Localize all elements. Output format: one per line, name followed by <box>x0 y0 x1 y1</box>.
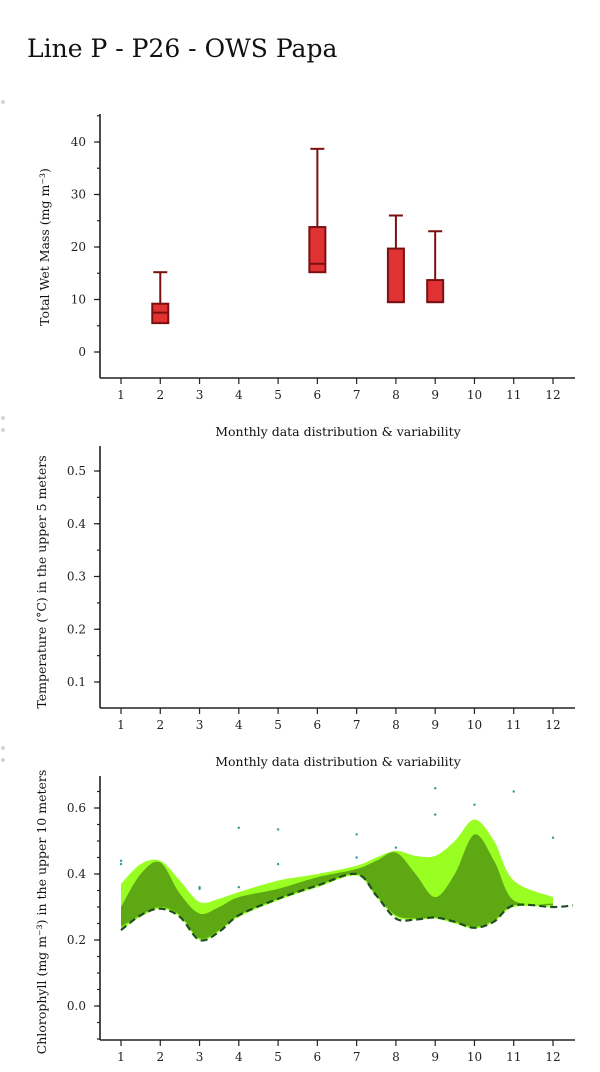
chlorophyll-x-tick-label: 1 <box>117 1050 125 1064</box>
chlorophyll-point <box>237 826 241 829</box>
side-dot <box>1 100 5 104</box>
temperature-y-tick-label: 0.2 <box>67 622 86 636</box>
chlorophyll-point <box>237 886 241 889</box>
wet-mass-y-axis-label: Total Wet Mass (mg m⁻³) <box>37 168 52 326</box>
side-decoration <box>1 100 5 762</box>
chlorophyll-x-tick-label: 5 <box>274 1050 282 1064</box>
page-title: Line P - P26 - OWS Papa <box>27 34 338 63</box>
wet-mass-y-tick-label: 20 <box>71 240 86 254</box>
temperature-y-axis-label: Temperature (°C) in the upper 5 meters <box>34 455 49 708</box>
wet-mass-x-tick-label: 6 <box>314 388 322 402</box>
chlorophyll-x-tick-label: 10 <box>467 1050 482 1064</box>
wet-mass-x-tick-label: 7 <box>353 388 361 402</box>
temperature-chart: 1 2 3 4 5 6 7 8 9 10 11 120.10.20.30.40.5 Temperatu… <box>34 446 575 769</box>
chlorophyll-point <box>512 790 515 793</box>
chlorophyll-y-tick-label: 0.6 <box>67 801 86 815</box>
chlorophyll-y-tick-label: 0.4 <box>67 867 86 881</box>
chlorophyll-point <box>198 886 201 889</box>
chlorophyll-point <box>198 887 201 891</box>
temperature-x-tick-label: 4 <box>235 718 243 732</box>
chlorophyll-x-tick-label: 3 <box>196 1050 204 1064</box>
wet-mass-x-tick-label: 8 <box>392 388 400 402</box>
temperature-x-tick-label: 10 <box>467 718 482 732</box>
chlorophyll-inner-band <box>121 834 553 939</box>
temperature-x-axis-label: Monthly data distribution & variability <box>215 754 461 769</box>
chlorophyll-x-tick-label: 12 <box>545 1050 560 1064</box>
wet-mass-x-tick-label: 4 <box>235 388 243 402</box>
temperature-y-tick-label: 0.4 <box>67 517 86 531</box>
chlorophyll-point <box>473 803 476 806</box>
temperature-y-tick-label: 0.3 <box>67 570 86 584</box>
wet-mass-x-tick-label: 1 <box>117 388 125 402</box>
wet-mass-x-axis-label: Monthly data distribution & variability <box>215 424 461 439</box>
chlorophyll-median-line <box>120 872 573 942</box>
temperature-x-tick-label: 11 <box>506 718 521 732</box>
wet-mass-x-tick-label: 12 <box>545 388 560 402</box>
wet-mass-x-tick-label: 10 <box>467 388 482 402</box>
wet-mass-y-tick-label: 0 <box>78 345 86 359</box>
wet-mass-y-tick-label: 40 <box>71 135 86 149</box>
chlorophyll-marks <box>119 787 573 942</box>
temperature-axes: 1 2 3 4 5 6 7 8 9 10 11 120.10.20.30.40.5 <box>67 446 575 732</box>
chlorophyll-point <box>355 833 358 836</box>
temperature-x-tick-label: 8 <box>392 718 400 732</box>
temperature-x-tick-label: 5 <box>274 718 282 732</box>
chlorophyll-point <box>276 828 280 831</box>
chlorophyll-point <box>433 813 437 816</box>
side-dot <box>1 758 5 762</box>
wet-mass-x-tick-label: 2 <box>156 388 164 402</box>
chlorophyll-x-tick-label: 11 <box>506 1050 521 1064</box>
chlorophyll-x-tick-label: 7 <box>353 1050 361 1064</box>
wet-mass-x-tick-label: 5 <box>274 388 282 402</box>
wet-mass-boxes <box>151 147 445 325</box>
wet-mass-x-tick-label: 9 <box>431 388 439 402</box>
side-dot <box>1 416 5 420</box>
chlorophyll-y-tick-label: 0.0 <box>67 999 86 1013</box>
chlorophyll-point <box>394 846 398 849</box>
box-body <box>308 226 327 274</box>
chlorophyll-x-tick-label: 4 <box>235 1050 243 1064</box>
temperature-x-tick-label: 3 <box>196 718 204 732</box>
temperature-x-tick-label: 6 <box>314 718 322 732</box>
chlorophyll-point <box>119 862 123 866</box>
chlorophyll-axes: 1 2 3 4 5 6 7 8 9 10 11 120.00.20.40.6 <box>67 776 575 1064</box>
wet-mass-x-tick-label: 3 <box>196 388 204 402</box>
chlorophyll-x-tick-label: 2 <box>156 1050 164 1064</box>
chlorophyll-x-tick-label: 6 <box>314 1050 322 1064</box>
side-dot <box>1 428 5 432</box>
chlorophyll-point <box>119 859 123 862</box>
box-body <box>386 247 405 304</box>
chlorophyll-chart: 1 2 3 4 5 6 7 8 9 10 11 120.00.20.40.6 Chlorophyll … <box>34 770 575 1064</box>
chlorophyll-point <box>276 862 280 866</box>
side-dot <box>1 746 5 750</box>
temperature-x-tick-label: 1 <box>117 718 125 732</box>
temperature-y-tick-label: 0.5 <box>67 464 86 478</box>
wet-mass-x-tick-label: 11 <box>506 388 521 402</box>
chlorophyll-point <box>355 856 358 859</box>
temperature-x-tick-label: 12 <box>545 718 560 732</box>
chlorophyll-x-tick-label: 9 <box>431 1050 439 1064</box>
chlorophyll-point <box>433 787 437 790</box>
temperature-x-tick-label: 7 <box>353 718 361 732</box>
wet-mass-y-tick-label: 10 <box>71 293 86 307</box>
box-body <box>426 279 445 304</box>
chlorophyll-point <box>551 836 555 839</box>
chlorophyll-x-tick-label: 8 <box>392 1050 400 1064</box>
temperature-x-tick-label: 9 <box>431 718 439 732</box>
temperature-y-tick-label: 0.1 <box>67 675 86 689</box>
wet-mass-y-tick-label: 30 <box>71 188 86 202</box>
temperature-x-tick-label: 2 <box>156 718 164 732</box>
chlorophyll-y-tick-label: 0.2 <box>67 933 86 947</box>
chlorophyll-y-axis-label: Chlorophyll (mg m⁻³) in the upper 10 met… <box>34 770 49 1055</box>
